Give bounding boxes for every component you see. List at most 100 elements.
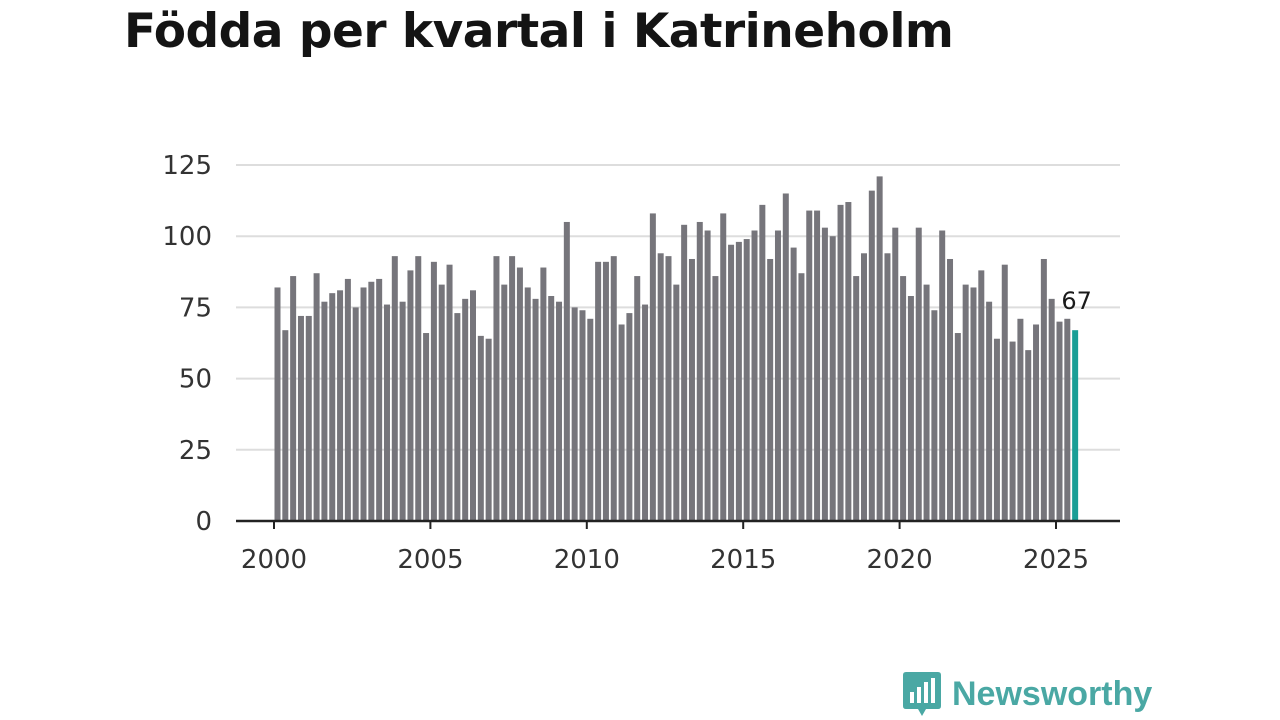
bar [1017, 318, 1024, 521]
bar [360, 287, 367, 521]
y-tick-label: 75 [179, 293, 212, 323]
bar [853, 276, 860, 521]
bar [1056, 321, 1063, 521]
bar [751, 230, 758, 521]
brand: Newsworthy [902, 670, 1152, 718]
bar [415, 256, 422, 521]
bar [861, 253, 867, 521]
data-labels: 67 [1061, 287, 1092, 315]
bar [501, 284, 508, 521]
bar [329, 293, 336, 521]
x-tick-label: 2015 [710, 545, 776, 575]
bar [626, 313, 633, 521]
bar [829, 236, 836, 521]
bar [728, 244, 735, 521]
bar [923, 284, 930, 521]
bar [900, 276, 907, 521]
bar [376, 278, 383, 521]
bar [438, 284, 445, 521]
bar [962, 284, 969, 521]
bar [712, 276, 719, 521]
bar [1009, 341, 1016, 521]
bar [720, 213, 727, 521]
bar [915, 227, 922, 521]
bar [563, 221, 570, 521]
bar [454, 313, 461, 521]
bar [696, 221, 703, 521]
bar [821, 227, 828, 521]
bar [814, 210, 821, 521]
bar [954, 333, 961, 521]
x-axis: 2000 2005 2010 2015 2020 2025 [236, 519, 1120, 575]
bar [634, 276, 641, 521]
bar [993, 338, 1000, 521]
bar [540, 267, 547, 521]
bar [305, 315, 312, 521]
data-label: 67 [1061, 287, 1092, 315]
bar [430, 261, 437, 521]
y-tick-label: 0 [195, 507, 212, 537]
bar [368, 281, 375, 521]
x-tick-label: 2025 [1023, 545, 1089, 575]
bar [1025, 350, 1032, 521]
bar [986, 301, 993, 521]
bar [407, 270, 414, 521]
bar [806, 210, 813, 521]
bar [970, 287, 977, 521]
bar [587, 318, 594, 521]
chart-title: Födda per kvartal i Katrineholm [124, 4, 954, 59]
bar [798, 273, 805, 521]
bar [845, 202, 852, 522]
bar [446, 264, 453, 521]
y-tick-label: 125 [162, 151, 212, 181]
bar [642, 304, 649, 521]
bar [1064, 318, 1071, 521]
bar [532, 298, 539, 521]
bar [524, 287, 531, 521]
bar [868, 190, 875, 521]
bar [571, 307, 578, 521]
newsworthy-logo-icon [903, 672, 941, 716]
bar [610, 256, 617, 521]
bars [274, 176, 1079, 522]
bar [704, 230, 711, 521]
bar [939, 230, 946, 521]
bar [907, 296, 914, 521]
bar [931, 310, 938, 521]
bar [688, 258, 695, 521]
bar [1033, 324, 1040, 521]
bar [618, 324, 625, 521]
y-axis: 0 25 50 75 100 125 [162, 151, 212, 537]
bar [556, 301, 563, 521]
bar [462, 298, 469, 521]
bar [947, 258, 954, 521]
x-tick-label: 2010 [554, 545, 620, 575]
bar [1040, 258, 1047, 521]
y-tick-label: 100 [162, 222, 212, 252]
bar [759, 204, 766, 521]
bar [399, 301, 406, 521]
bar [884, 253, 891, 521]
bar [337, 290, 344, 521]
bar [548, 296, 555, 521]
bar [321, 301, 328, 521]
bar [423, 333, 430, 521]
bar [282, 330, 289, 521]
bar [1001, 264, 1008, 521]
bar [978, 270, 985, 521]
bar-highlight [1072, 330, 1079, 521]
x-tick-label: 2000 [241, 545, 307, 575]
bar [290, 276, 297, 521]
brand-name: Newsworthy [952, 674, 1153, 713]
bar [673, 284, 680, 521]
bar [892, 227, 899, 521]
y-tick-label: 25 [179, 436, 212, 466]
bar [767, 258, 774, 521]
bar [649, 213, 656, 521]
bar [516, 267, 523, 521]
bar [657, 253, 664, 521]
bar [383, 304, 390, 521]
bar [344, 278, 351, 521]
bar [1048, 298, 1055, 521]
